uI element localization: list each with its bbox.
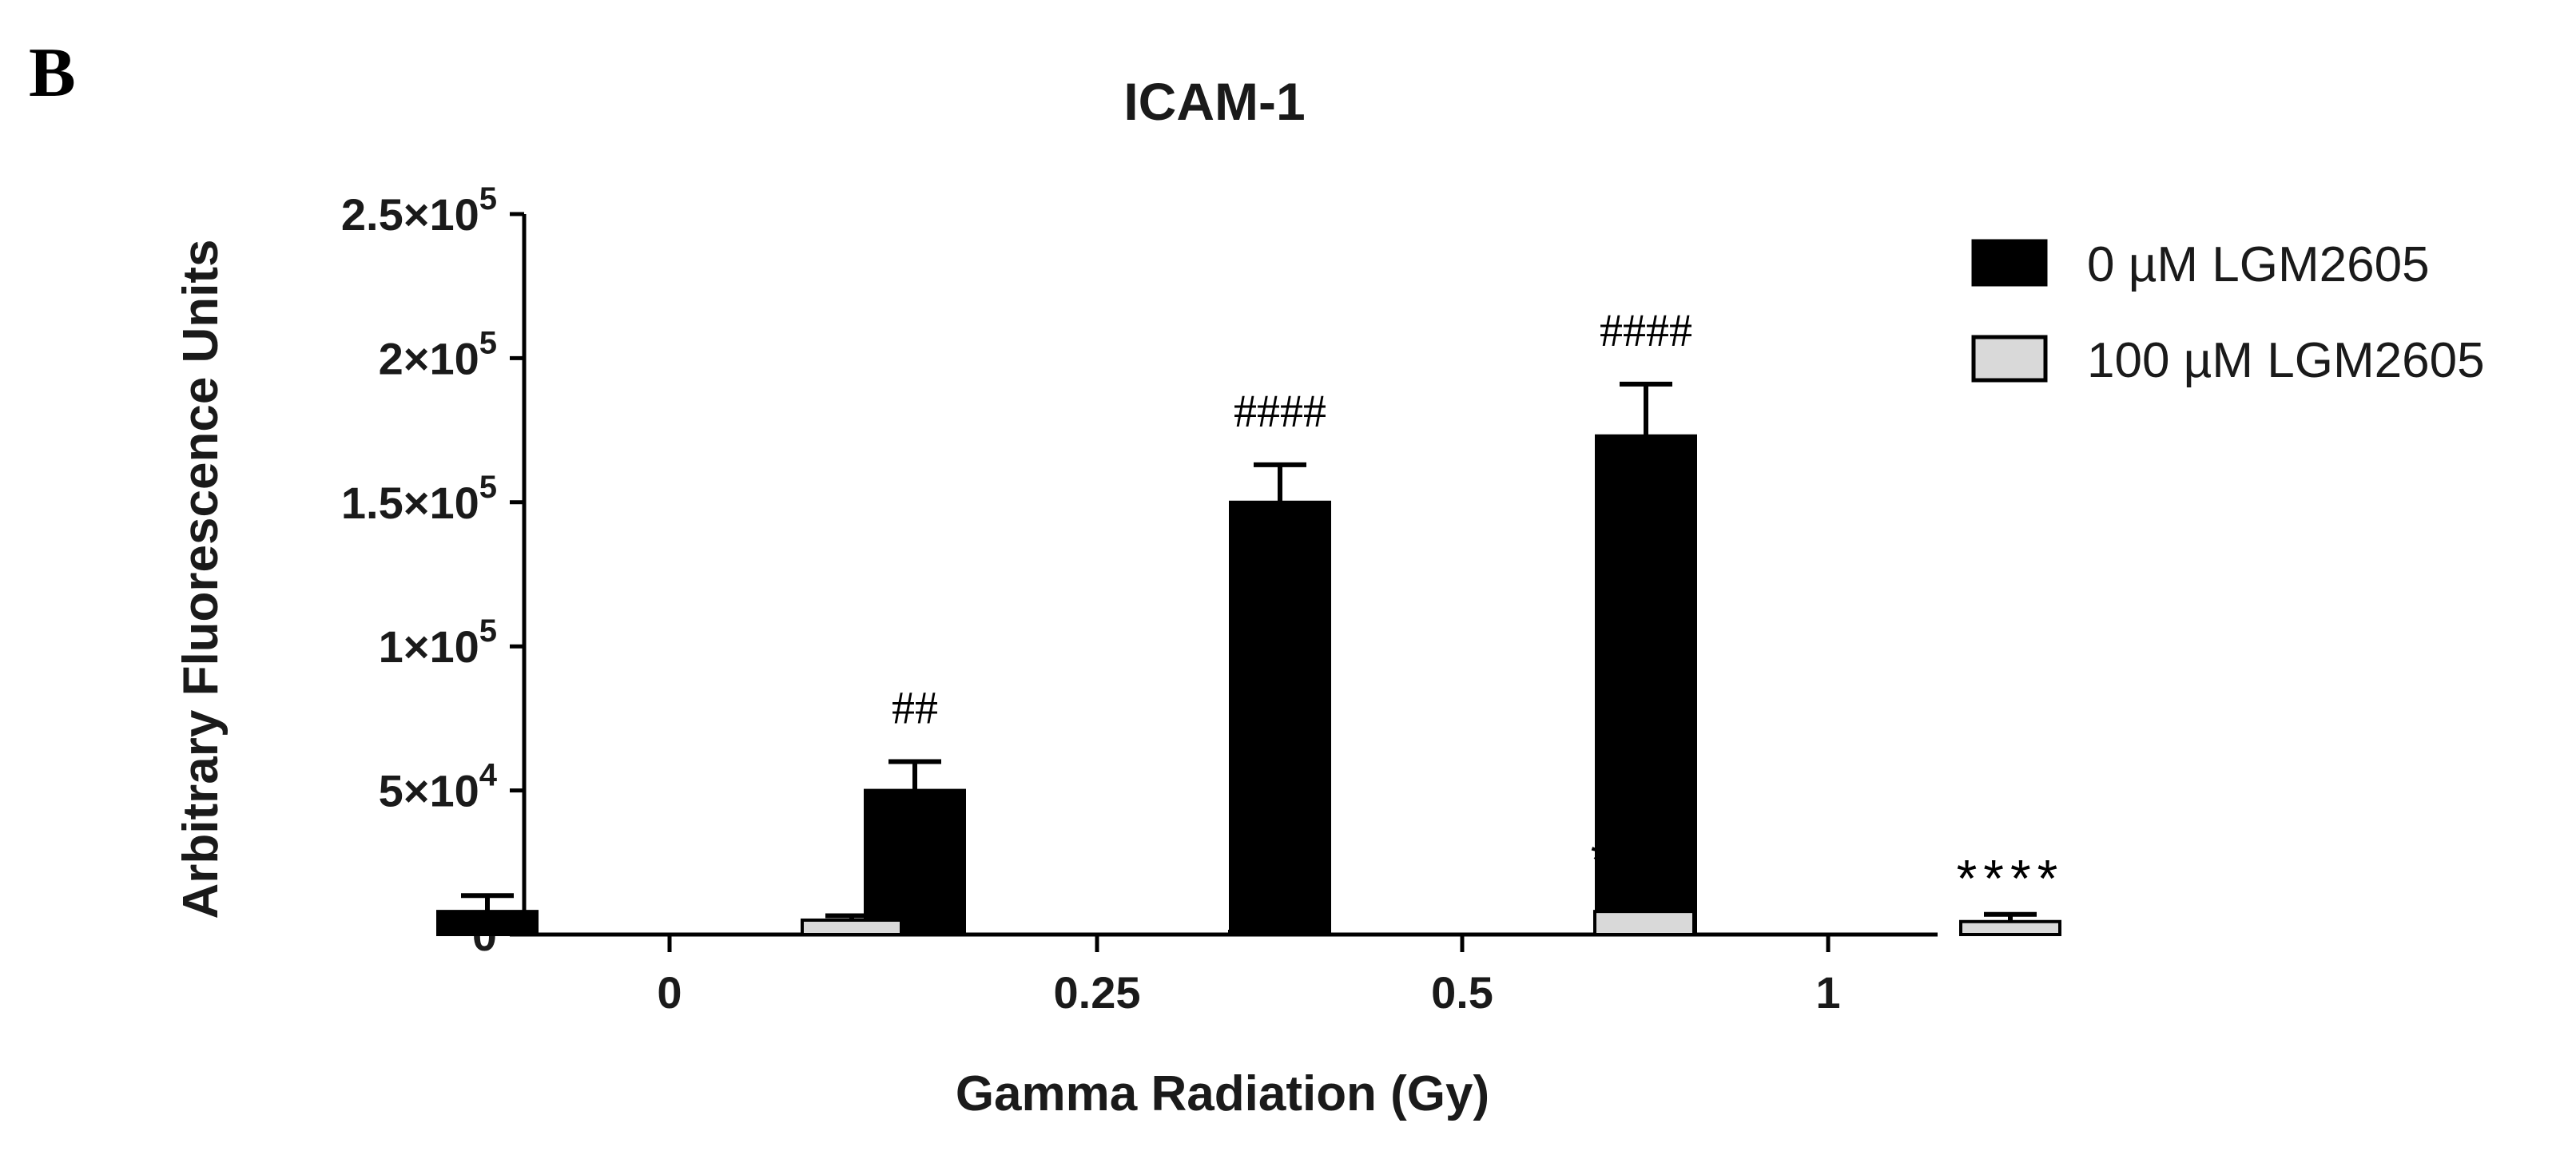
y-tick-exponent: 5 bbox=[479, 181, 497, 216]
x-tick-label: 0.25 bbox=[1054, 967, 1141, 1018]
y-axis-label: Arbitrary Fluorescence Units bbox=[173, 239, 229, 919]
significance-hashes: ## bbox=[892, 682, 938, 734]
y-tick-label: 1.5×105 bbox=[341, 470, 497, 528]
y-tick-mantissa: 1×10 bbox=[379, 621, 479, 672]
y-tick-label: 5×104 bbox=[379, 758, 498, 816]
significance-hashes: #### bbox=[1600, 304, 1692, 356]
y-tick-exponent: 5 bbox=[479, 470, 497, 505]
bar-series-1 bbox=[1593, 910, 1695, 936]
significance-stars: **** bbox=[1957, 849, 2065, 908]
bar-series-0 bbox=[864, 788, 966, 936]
y-tick-exponent: 5 bbox=[479, 325, 497, 360]
y-tick-label: 2×105 bbox=[379, 325, 497, 383]
bar-series-0 bbox=[1595, 434, 1697, 936]
bar-series-1 bbox=[801, 918, 903, 936]
y-tick-label: 1×105 bbox=[379, 613, 497, 672]
y-tick-exponent: 4 bbox=[479, 758, 498, 793]
x-axis-label: Gamma Radiation (Gy) bbox=[956, 1066, 1489, 1121]
panel-label: B bbox=[29, 34, 76, 112]
y-tick-mantissa: 2×10 bbox=[379, 333, 479, 383]
bar-series-0 bbox=[436, 910, 539, 936]
plot-area: 05×1041×1051.5×1052×1052.5×10500.250.51#… bbox=[341, 181, 2065, 1018]
significance-stars: ** bbox=[1252, 860, 1306, 919]
x-tick-label: 0 bbox=[657, 967, 682, 1018]
y-tick-mantissa: 1.5×10 bbox=[341, 478, 479, 528]
legend-swatch-series-1 bbox=[1971, 335, 2048, 383]
bar-series-1 bbox=[1959, 919, 2061, 937]
legend-label-series-0: 0 µM LGM2605 bbox=[2087, 237, 2430, 292]
y-tick-mantissa: 5×10 bbox=[379, 766, 479, 816]
x-tick-label: 0.5 bbox=[1431, 967, 1493, 1018]
significance-hashes: #### bbox=[1234, 385, 1326, 437]
y-tick-label: 2.5×105 bbox=[341, 181, 497, 240]
y-tick-exponent: 5 bbox=[479, 613, 497, 649]
legend-swatch-series-0 bbox=[1971, 239, 2048, 287]
legend-label-series-1: 100 µM LGM2605 bbox=[2087, 333, 2485, 388]
significance-stars: **** bbox=[1591, 830, 1699, 889]
chart-title: ICAM-1 bbox=[1123, 72, 1305, 131]
bar-series-1 bbox=[1228, 930, 1330, 936]
legend: 0 µM LGM2605 100 µM LGM2605 bbox=[1971, 237, 2485, 388]
x-tick-label: 1 bbox=[1815, 967, 1840, 1018]
y-tick-mantissa: 2.5×10 bbox=[341, 189, 479, 240]
